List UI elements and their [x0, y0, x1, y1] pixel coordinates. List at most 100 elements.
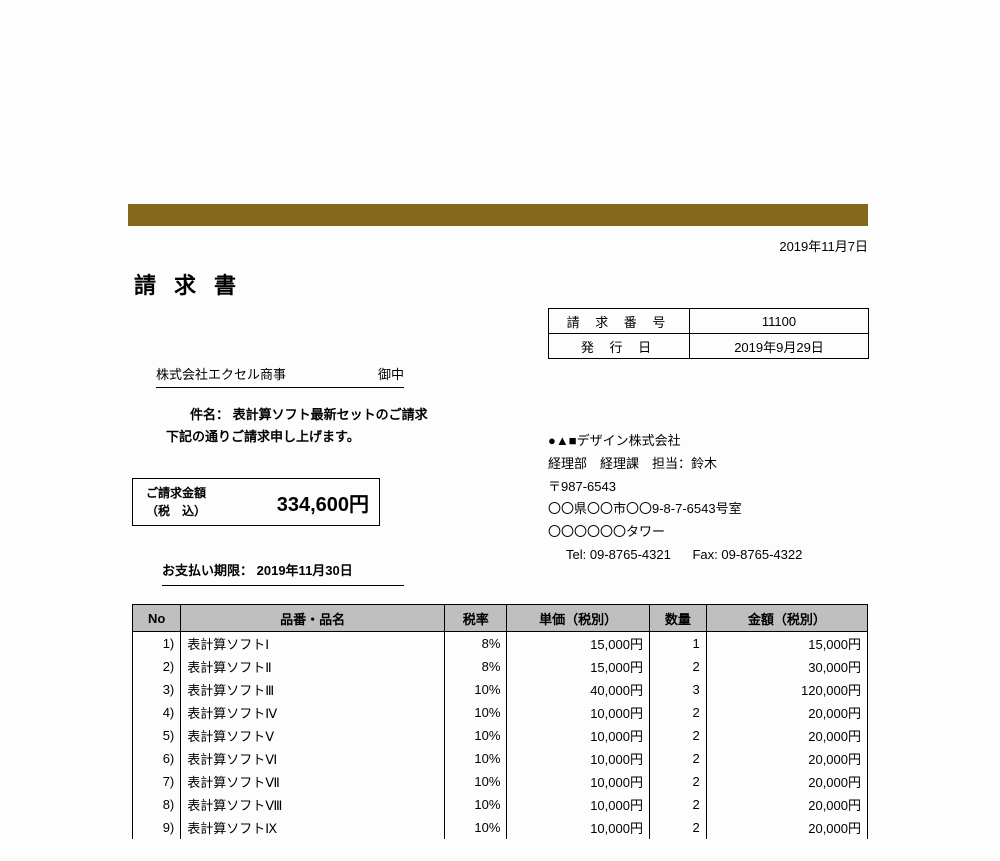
cell-unit: 15,000円 — [507, 632, 650, 656]
cell-qty: 2 — [649, 816, 706, 839]
print-date: 2019年11月7日 — [779, 236, 868, 255]
issue-date-label: 発 行 日 — [549, 334, 690, 359]
cell-unit: 10,000円 — [507, 701, 650, 724]
sender-fax: 09-8765-4322 — [721, 547, 802, 562]
cell-unit: 40,000円 — [507, 678, 650, 701]
sender-dept: 経理部 経理課 担当：鈴木 — [548, 453, 802, 476]
cell-no: 5) — [133, 724, 181, 747]
col-header-qty: 数量 — [649, 605, 706, 632]
cell-no: 6) — [133, 747, 181, 770]
sender-addr2: 〇〇〇〇〇〇タワー — [548, 521, 802, 544]
cell-amount: 20,000円 — [706, 701, 867, 724]
cell-unit: 10,000円 — [507, 770, 650, 793]
invoice-number-value: 11100 — [690, 309, 869, 334]
recipient-line: 株式会社エクセル商事 御中 — [156, 364, 404, 388]
subject-line: 件名： 表計算ソフト最新セットのご請求 — [190, 404, 428, 423]
sender-postal: 〒987-6543 — [548, 476, 802, 499]
billing-amount-label-2: （税 込） — [146, 502, 206, 520]
cell-rate: 10% — [445, 678, 507, 701]
cell-rate: 10% — [445, 701, 507, 724]
cell-amount: 15,000円 — [706, 632, 867, 656]
cell-name: 表計算ソフトⅣ — [181, 701, 445, 724]
cell-no: 8) — [133, 793, 181, 816]
cell-name: 表計算ソフトⅨ — [181, 816, 445, 839]
table-row: 5)表計算ソフトⅤ10%10,000円220,000円 — [133, 724, 868, 747]
cell-qty: 3 — [649, 678, 706, 701]
cell-amount: 20,000円 — [706, 724, 867, 747]
col-header-unit: 単価（税別） — [507, 605, 650, 632]
cell-rate: 10% — [445, 724, 507, 747]
cell-amount: 20,000円 — [706, 747, 867, 770]
sender-tel: 09-8765-4321 — [590, 547, 671, 562]
cell-name: 表計算ソフトⅠ — [181, 632, 445, 656]
document-title: 請求書 — [134, 268, 254, 300]
payment-due-label: お支払い期限： — [162, 563, 253, 578]
issue-date-value: 2019年9月29日 — [690, 334, 869, 359]
cell-unit: 10,000円 — [507, 747, 650, 770]
cell-amount: 30,000円 — [706, 655, 867, 678]
cell-qty: 2 — [649, 747, 706, 770]
sender-fax-label: Fax: — [692, 547, 717, 562]
cell-qty: 2 — [649, 770, 706, 793]
cell-unit: 10,000円 — [507, 724, 650, 747]
cell-no: 9) — [133, 816, 181, 839]
billing-amount-box: ご請求金額 （税 込） 334,600円 — [132, 478, 380, 526]
table-row: 2)表計算ソフトⅡ8%15,000円230,000円 — [133, 655, 868, 678]
cell-qty: 2 — [649, 655, 706, 678]
billing-amount-value: 334,600円 — [219, 479, 379, 525]
brand-bar — [128, 204, 868, 226]
cell-unit: 10,000円 — [507, 793, 650, 816]
col-header-amount: 金額（税別） — [706, 605, 867, 632]
cell-rate: 10% — [445, 770, 507, 793]
cell-no: 1) — [133, 632, 181, 656]
cell-qty: 2 — [649, 724, 706, 747]
payment-due-line: お支払い期限： 2019年11月30日 — [162, 560, 404, 586]
cell-rate: 8% — [445, 655, 507, 678]
cell-qty: 2 — [649, 701, 706, 724]
table-row: 6)表計算ソフトⅥ10%10,000円220,000円 — [133, 747, 868, 770]
table-row: 7)表計算ソフトⅦ10%10,000円220,000円 — [133, 770, 868, 793]
sender-company: ●▲■デザイン株式会社 — [548, 430, 802, 453]
cell-amount: 20,000円 — [706, 793, 867, 816]
cell-name: 表計算ソフトⅧ — [181, 793, 445, 816]
cell-name: 表計算ソフトⅢ — [181, 678, 445, 701]
invoice-page: 2019年11月7日 請求書 請 求 番 号 11100 発 行 日 2019年… — [0, 0, 1000, 861]
cell-no: 4) — [133, 701, 181, 724]
billing-amount-label: ご請求金額 （税 込） — [133, 479, 219, 525]
cell-rate: 10% — [445, 793, 507, 816]
cell-rate: 10% — [445, 747, 507, 770]
items-header-row: No 品番・品名 税率 単価（税別） 数量 金額（税別） — [133, 605, 868, 632]
cell-no: 7) — [133, 770, 181, 793]
table-row: 4)表計算ソフトⅣ10%10,000円220,000円 — [133, 701, 868, 724]
cell-qty: 1 — [649, 632, 706, 656]
table-row: 3)表計算ソフトⅢ10%40,000円3120,000円 — [133, 678, 868, 701]
meta-table: 請 求 番 号 11100 発 行 日 2019年9月29日 — [548, 308, 869, 359]
cell-rate: 10% — [445, 816, 507, 839]
subject-label: 件名： — [190, 407, 229, 422]
sender-block: ●▲■デザイン株式会社 経理部 経理課 担当：鈴木 〒987-6543 〇〇県〇… — [548, 430, 802, 567]
items-table: No 品番・品名 税率 単価（税別） 数量 金額（税別） 1)表計算ソフトⅠ8%… — [132, 604, 868, 839]
invoice-number-label: 請 求 番 号 — [549, 309, 690, 334]
cell-no: 2) — [133, 655, 181, 678]
recipient-suffix: 御中 — [378, 364, 404, 383]
sender-tel-label: Tel: — [566, 547, 586, 562]
recipient-name: 株式会社エクセル商事 — [156, 367, 286, 382]
subject-text: 表計算ソフト最新セットのご請求 — [233, 407, 428, 422]
col-header-rate: 税率 — [445, 605, 507, 632]
col-header-no: No — [133, 605, 181, 632]
cell-name: 表計算ソフトⅦ — [181, 770, 445, 793]
col-header-name: 品番・品名 — [181, 605, 445, 632]
cell-unit: 10,000円 — [507, 816, 650, 839]
sender-contact: Tel: 09-8765-4321 Fax: 09-8765-4322 — [548, 544, 802, 567]
cell-qty: 2 — [649, 793, 706, 816]
cell-rate: 8% — [445, 632, 507, 656]
cell-unit: 15,000円 — [507, 655, 650, 678]
table-row: 9)表計算ソフトⅨ10%10,000円220,000円 — [133, 816, 868, 839]
cell-amount: 20,000円 — [706, 770, 867, 793]
cell-name: 表計算ソフトⅡ — [181, 655, 445, 678]
cell-amount: 120,000円 — [706, 678, 867, 701]
cell-name: 表計算ソフトⅤ — [181, 724, 445, 747]
billing-amount-label-1: ご請求金額 — [146, 484, 206, 502]
table-row: 1)表計算ソフトⅠ8%15,000円115,000円 — [133, 632, 868, 656]
cell-no: 3) — [133, 678, 181, 701]
